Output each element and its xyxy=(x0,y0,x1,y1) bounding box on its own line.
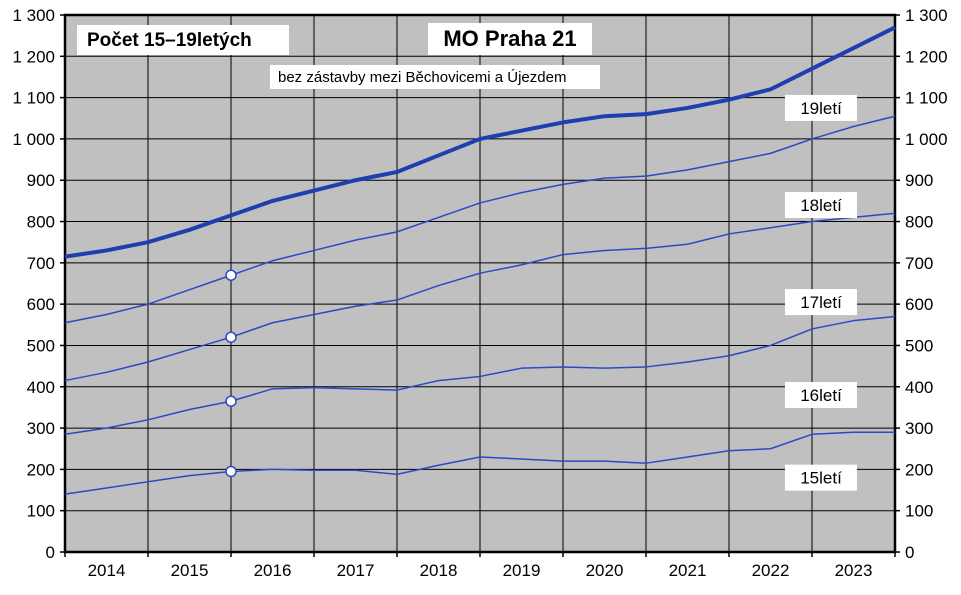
chart-subtitle: bez zástavby mezi Běchovicemi a Újezdem xyxy=(278,69,566,86)
y-tick-left: 600 xyxy=(27,295,55,314)
y-tick-right: 100 xyxy=(905,502,933,521)
series-label-18: 18letí xyxy=(800,196,842,215)
y-tick-right: 0 xyxy=(905,543,914,562)
y-tick-right: 800 xyxy=(905,213,933,232)
y-tick-right: 1 300 xyxy=(905,6,948,25)
x-tick: 2017 xyxy=(337,561,375,580)
chart-svg: 0 0 100 100 200 200 300 300 400 400 500 500 600 600 70… xyxy=(0,0,961,595)
x-tick: 2021 xyxy=(669,561,707,580)
y-tick-right: 400 xyxy=(905,378,933,397)
marker-19 xyxy=(226,270,236,280)
y-tick-left: 800 xyxy=(27,213,55,232)
y-tick-left: 100 xyxy=(27,502,55,521)
corner-title: Počet 15–19letých xyxy=(87,30,252,51)
x-tick: 2022 xyxy=(752,561,790,580)
marker-17 xyxy=(226,396,236,406)
x-tick: 2014 xyxy=(88,561,126,580)
y-tick-left: 1 300 xyxy=(12,6,55,25)
y-tick-right: 600 xyxy=(905,295,933,314)
y-tick-left: 1 200 xyxy=(12,47,55,66)
series-label-19: 19letí xyxy=(800,99,842,118)
series-label-17: 17letí xyxy=(800,293,842,312)
x-tick: 2015 xyxy=(171,561,209,580)
y-tick-left: 200 xyxy=(27,460,55,479)
y-tick-right: 200 xyxy=(905,460,933,479)
x-tick: 2019 xyxy=(503,561,541,580)
marker-18 xyxy=(226,332,236,342)
y-tick-right: 1 000 xyxy=(905,130,948,149)
series-label-15: 15letí xyxy=(800,469,842,488)
marker-16 xyxy=(226,466,236,476)
x-tick: 2016 xyxy=(254,561,292,580)
chart-container: 0 0 100 100 200 200 300 300 400 400 500 500 600 600 70… xyxy=(0,0,961,595)
x-tick: 2020 xyxy=(586,561,624,580)
y-tick-left: 0 xyxy=(46,543,55,562)
x-tick: 2018 xyxy=(420,561,458,580)
y-tick-right: 700 xyxy=(905,254,933,273)
y-tick-left: 1 100 xyxy=(12,89,55,108)
x-tick: 2023 xyxy=(835,561,873,580)
y-tick-left: 300 xyxy=(27,419,55,438)
series-label-16: 16letí xyxy=(800,386,842,405)
y-tick-left: 500 xyxy=(27,336,55,355)
y-tick-left: 1 000 xyxy=(12,130,55,149)
y-tick-right: 500 xyxy=(905,336,933,355)
y-tick-right: 1 200 xyxy=(905,47,948,66)
y-tick-right: 900 xyxy=(905,171,933,190)
y-tick-right: 300 xyxy=(905,419,933,438)
y-tick-left: 400 xyxy=(27,378,55,397)
y-tick-right: 1 100 xyxy=(905,89,948,108)
y-tick-left: 900 xyxy=(27,171,55,190)
chart-title: MO Praha 21 xyxy=(443,26,576,51)
y-tick-left: 700 xyxy=(27,254,55,273)
